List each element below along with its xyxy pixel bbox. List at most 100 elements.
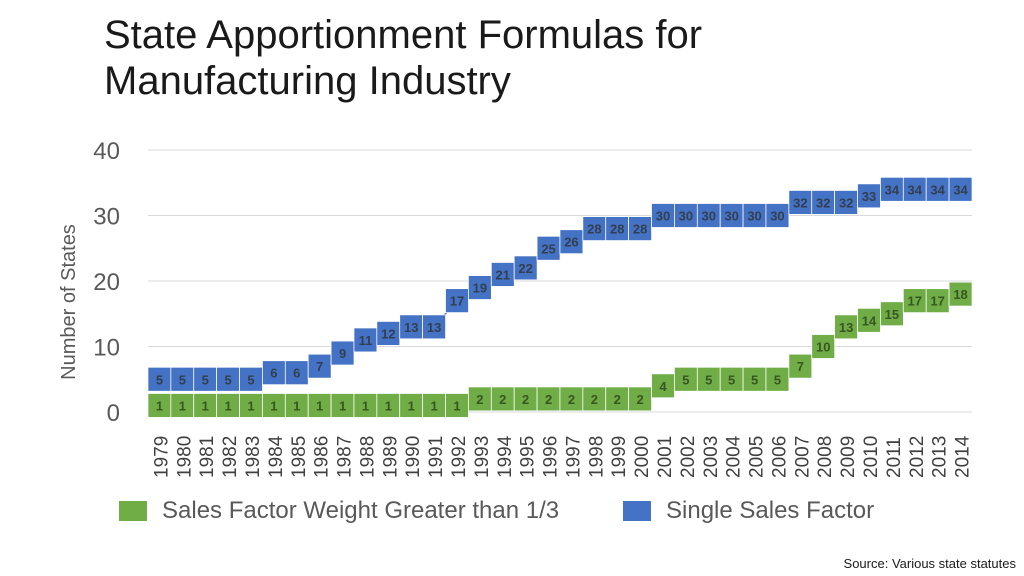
series-0-data-label-2009: 13 [839, 320, 853, 335]
series-1-data-label-2012: 34 [908, 182, 923, 197]
series-0-data-label-1982: 1 [224, 398, 231, 413]
x-tick-label-1991: 1991 [426, 436, 447, 478]
series-1-marker-2000 [628, 216, 653, 242]
series-0-data-label-2006: 5 [774, 372, 781, 387]
series-1-marker-1992 [445, 288, 469, 314]
series-1-marker-1991 [422, 314, 447, 340]
x-tick-label-1999: 1999 [609, 436, 630, 478]
series-0-data-label-1999: 2 [614, 392, 621, 407]
series-0-data-label-1983: 1 [247, 398, 254, 413]
x-tick-label-2004: 2004 [724, 435, 745, 478]
series-0-data-label-2013: 17 [930, 294, 944, 309]
series-1-data-label-1986: 7 [316, 359, 323, 374]
series-1-data-label-1984: 6 [270, 366, 277, 381]
series-1-data-label-1982: 5 [224, 372, 231, 387]
series-1-marker-1993 [467, 275, 492, 300]
series-0-data-label-2012: 17 [908, 294, 922, 309]
y-axis-title: Number of States [58, 224, 80, 380]
series-0-data-label-2002: 5 [682, 372, 689, 387]
x-tick-label-1992: 1992 [449, 436, 470, 478]
legend-label-sales-factor: Sales Factor Weight Greater than 1/3 [162, 497, 560, 524]
series-0-marker-2014 [948, 281, 973, 307]
series-1-data-label-1988: 11 [359, 333, 373, 348]
x-tick-label-2003: 2003 [701, 436, 722, 478]
series-1-marker-2006 [765, 203, 790, 228]
series-1-data-label-1997: 26 [564, 235, 578, 250]
series-0-data-label-1990: 1 [408, 398, 415, 413]
series-1-marker-1997 [559, 229, 584, 255]
series-1-data-label-2010: 33 [862, 189, 876, 204]
series-0-data-label-1996: 2 [545, 392, 552, 407]
series-1-data-label-1999: 28 [610, 222, 624, 237]
series-0-marker-2008 [811, 334, 836, 359]
series-1-marker-2014 [948, 176, 973, 202]
series-0-marker-2007 [788, 353, 813, 379]
x-tick-label-1983: 1983 [243, 436, 264, 478]
x-tick-label-1988: 1988 [357, 436, 378, 478]
legend-item-single-sales-factor: Single Sales Factor [622, 497, 874, 525]
x-tick-label-2012: 2012 [907, 436, 928, 478]
series-1-data-label-1991: 13 [427, 320, 441, 335]
y-tick-label-30: 30 [93, 204, 120, 231]
series-0-data-label-2003: 5 [705, 372, 712, 387]
series-1-data-label-1985: 6 [293, 366, 300, 381]
series-1-data-label-1980: 5 [179, 372, 186, 387]
y-tick-label-0: 0 [107, 400, 120, 427]
x-tick-label-2007: 2007 [792, 436, 813, 478]
series-0-data-label-1993: 2 [476, 392, 483, 407]
y-tick-label-40: 40 [93, 138, 120, 165]
series-1-data-label-1992: 17 [450, 294, 464, 309]
series-0-marker-2011 [879, 301, 904, 327]
chart-legend: Sales Factor Weight Greater than 1/3 Sin… [0, 497, 1024, 527]
series-1-data-label-1996: 25 [541, 241, 555, 256]
x-tick-label-1998: 1998 [586, 436, 607, 478]
x-tick-label-1979: 1979 [151, 436, 172, 478]
series-1-data-label-1979: 5 [156, 372, 163, 387]
series-0-data-label-1979: 1 [156, 398, 163, 413]
series-0-data-label-1981: 1 [202, 398, 209, 413]
x-tick-label-2008: 2008 [815, 436, 836, 478]
x-tick-label-2009: 2009 [838, 436, 859, 478]
x-tick-label-1997: 1997 [563, 436, 584, 478]
x-tick-label-2013: 2013 [930, 436, 951, 478]
legend-label-single-sales-factor: Single Sales Factor [666, 497, 875, 524]
x-tick-label-1986: 1986 [312, 436, 333, 478]
series-0-marker-2006 [765, 366, 790, 392]
series-1-data-label-2005: 30 [747, 209, 761, 224]
series-1-data-label-2009: 32 [839, 195, 853, 210]
series-0-data-label-2011: 15 [885, 307, 899, 322]
x-tick-label-2002: 2002 [678, 436, 699, 478]
series-0-data-label-1995: 2 [522, 392, 529, 407]
chart-title-line-1: State Apportionment Formulas for [104, 13, 703, 57]
series-0-data-label-2014: 18 [953, 287, 967, 302]
series-1-data-label-1995: 22 [518, 261, 532, 276]
series-1-marker-1995 [513, 255, 538, 281]
series-1-data-label-2003: 30 [702, 209, 716, 224]
series-1-data-label-1998: 28 [587, 222, 601, 237]
legend-swatch-green [118, 500, 148, 522]
x-tick-label-1984: 1984 [266, 435, 287, 478]
x-tick-label-2001: 2001 [655, 436, 676, 478]
source-note: Source: Various state statutes [843, 556, 1016, 571]
y-tick-label-20: 20 [93, 269, 120, 296]
x-tick-label-1995: 1995 [518, 436, 539, 478]
x-tick-label-1996: 1996 [541, 436, 562, 478]
x-tick-label-1987: 1987 [335, 436, 356, 478]
series-1-marker-1987 [330, 340, 355, 366]
x-tick-label-1990: 1990 [403, 436, 424, 478]
series-0-marker-2000 [628, 386, 653, 412]
x-tick-label-2014: 2014 [953, 435, 974, 478]
series-0-data-label-1994: 2 [499, 392, 506, 407]
series-1-data-label-2013: 34 [930, 182, 945, 197]
x-tick-label-2011: 2011 [884, 437, 905, 478]
x-tick-label-1985: 1985 [289, 436, 310, 478]
series-0-data-label-2005: 5 [751, 372, 758, 387]
x-tick-label-1981: 1981 [197, 436, 218, 478]
series-0-data-label-1991: 1 [430, 398, 437, 413]
series-1-data-label-1987: 9 [339, 346, 346, 361]
x-tick-label-1982: 1982 [220, 436, 241, 478]
series-0-data-label-1988: 1 [362, 398, 369, 413]
series-1-data-label-1994: 21 [496, 267, 510, 282]
series-0-data-label-1997: 2 [568, 392, 575, 407]
series-1-data-label-2004: 30 [724, 209, 738, 224]
